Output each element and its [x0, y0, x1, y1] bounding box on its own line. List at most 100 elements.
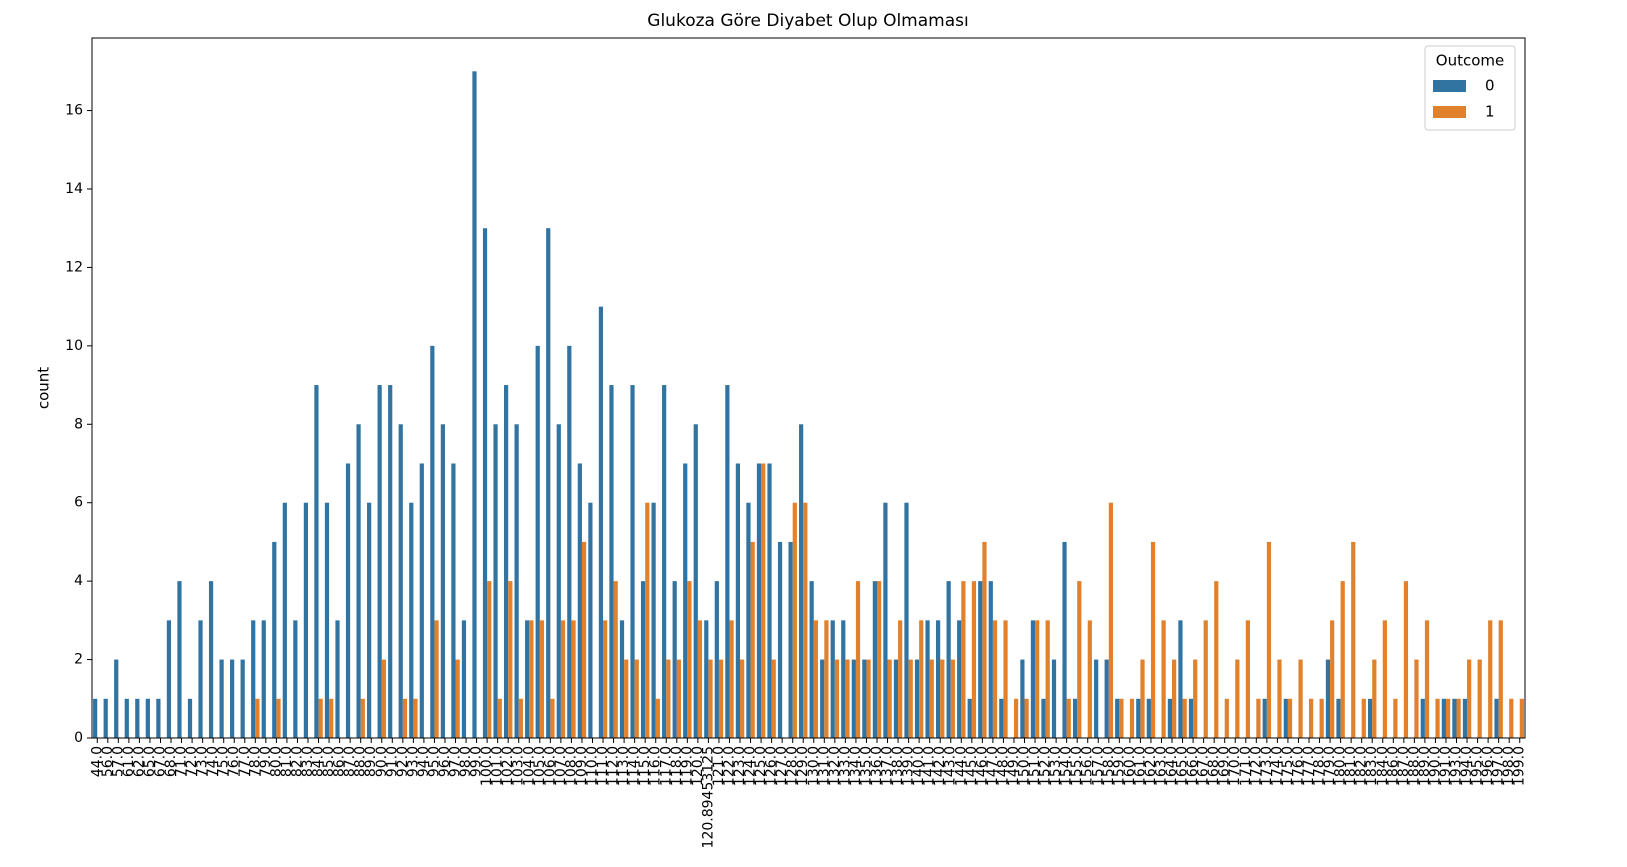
- bar: [1224, 698, 1229, 738]
- x-tick-label: 65.0: [142, 746, 158, 777]
- bar: [708, 659, 713, 738]
- bar: [1393, 698, 1398, 738]
- bar: [799, 424, 804, 738]
- bar: [461, 620, 467, 738]
- bar: [135, 698, 140, 738]
- bar: [624, 659, 629, 738]
- bar: [156, 698, 161, 738]
- x-tick-label: 131.0: [816, 746, 832, 786]
- x-tick-label: 179.0: [1322, 746, 1338, 786]
- bar: [613, 581, 618, 738]
- bar: [588, 502, 593, 738]
- x-tick-label: 188.0: [1406, 746, 1422, 786]
- x-tick-label: 198.0: [1501, 746, 1517, 786]
- bar: [1245, 620, 1250, 738]
- bar: [634, 659, 639, 738]
- bar: [1509, 698, 1514, 738]
- x-tick-label: 174.0: [1269, 746, 1285, 786]
- bar: [230, 659, 235, 738]
- bar: [472, 71, 477, 739]
- bar: [683, 463, 688, 738]
- bar: [198, 620, 203, 738]
- bar: [430, 345, 435, 738]
- bar: [803, 502, 808, 738]
- bar: [282, 502, 287, 738]
- bar: [855, 581, 861, 738]
- x-tick-label: 173.0: [1259, 746, 1275, 786]
- bar: [640, 581, 646, 738]
- x-tick-label: 111.0: [595, 746, 611, 786]
- bar: [240, 659, 245, 738]
- x-tick-label: 121.0: [711, 746, 727, 786]
- bar: [1262, 698, 1267, 738]
- x-tick-label: 107.0: [553, 746, 569, 786]
- bar: [1283, 698, 1288, 738]
- bar: [630, 385, 635, 738]
- x-tick-label: 138.0: [890, 746, 906, 786]
- bar: [1020, 659, 1025, 738]
- x-tick-label: 144.0: [953, 746, 969, 786]
- bar: [1035, 620, 1040, 738]
- legend-label: 1: [1485, 103, 1495, 121]
- x-tick-label: 191.0: [1438, 746, 1454, 786]
- bar: [735, 463, 741, 738]
- x-tick-label: 85.0: [321, 746, 337, 777]
- x-tick-label: 78.0: [247, 746, 263, 777]
- bar: [1136, 698, 1141, 738]
- bar: [388, 385, 393, 738]
- bar: [303, 502, 309, 738]
- x-tick-label: 61.0: [121, 746, 137, 777]
- x-tick-label: 172.0: [1248, 746, 1264, 786]
- x-tick-label: 161.0: [1132, 746, 1148, 786]
- bar: [725, 385, 730, 738]
- bar: [124, 698, 129, 738]
- x-tick-label: 129.0: [795, 746, 811, 786]
- legend-swatch: [1433, 80, 1466, 92]
- bar: [409, 502, 414, 738]
- bar: [1062, 541, 1067, 738]
- bar: [1519, 698, 1524, 738]
- x-tick-label: 153.0: [1048, 746, 1064, 786]
- bar: [1051, 659, 1057, 738]
- bar: [697, 620, 703, 738]
- x-tick-label: 135.0: [858, 746, 874, 786]
- bar: [1424, 620, 1430, 738]
- bar: [904, 502, 909, 738]
- x-tick-label: 181.0: [1343, 746, 1359, 786]
- bar: [1013, 698, 1019, 738]
- bar: [1462, 698, 1468, 738]
- bar: [581, 541, 587, 738]
- bar: [967, 698, 972, 738]
- x-tick-label: 72.0: [184, 746, 200, 777]
- bar: [992, 620, 998, 738]
- x-tick-label: 79.0: [258, 746, 274, 777]
- bar: [1094, 659, 1099, 738]
- bar: [914, 659, 920, 738]
- bar: [919, 620, 924, 738]
- bar: [1214, 581, 1219, 738]
- x-tick-label: 93.0: [405, 746, 421, 777]
- bar: [525, 620, 530, 738]
- bar: [841, 620, 846, 738]
- x-tick-label: 81.0: [279, 746, 295, 777]
- x-tick-label: 76.0: [226, 746, 242, 777]
- chart-title: Glukoza Göre Diyabet Olup Olmaması: [647, 11, 968, 31]
- x-tick-label: 186.0: [1385, 746, 1401, 786]
- x-tick-label: 137.0: [880, 746, 896, 786]
- bar: [1494, 698, 1499, 738]
- legend-title: Outcome: [1436, 52, 1504, 70]
- x-tick-label: 182.0: [1354, 746, 1370, 786]
- x-tick-label: 82.0: [289, 746, 305, 777]
- bar: [276, 698, 281, 738]
- bar: [1372, 659, 1377, 738]
- x-tick-label: 128.0: [785, 746, 801, 786]
- bar: [402, 698, 408, 738]
- x-tick-label: 103.0: [511, 746, 527, 786]
- x-tick-label: 149.0: [1006, 746, 1022, 786]
- bar: [556, 424, 561, 738]
- x-tick-label: 120.89453125: [700, 746, 716, 848]
- bar: [619, 620, 625, 738]
- y-tick-label: 4: [74, 573, 83, 589]
- bar: [208, 581, 214, 738]
